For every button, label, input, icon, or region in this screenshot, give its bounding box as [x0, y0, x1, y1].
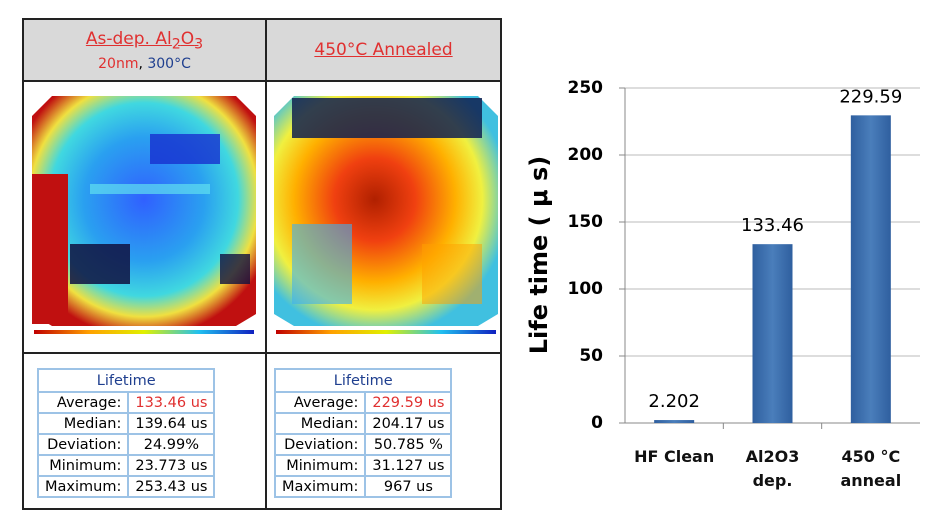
bar: [850, 115, 891, 424]
row-value: 204.17 us: [364, 412, 453, 435]
title-part: 2: [171, 36, 181, 53]
y-tick-label: 50: [579, 346, 603, 366]
row-label: Deviation:: [36, 433, 130, 456]
table-row: Deviation: 24.99%: [36, 433, 216, 456]
row-value: 50.785 %: [364, 433, 453, 456]
data-label: 2.202: [648, 391, 700, 412]
table-header-row: Lifetime: [273, 368, 453, 393]
row-value: 133.46 us: [127, 391, 216, 414]
title-part: 3: [194, 36, 204, 53]
table-row: Deviation: 50.785 %: [273, 433, 453, 456]
title-part: 450°C Annealed: [314, 40, 453, 60]
title-part: As-dep. Al: [85, 29, 172, 49]
column-header: As-dep. Al2O3 20nm, 300°C: [24, 20, 265, 82]
row-value: 139.64 us: [127, 412, 216, 435]
table-row: Median: 204.17 us: [273, 412, 453, 435]
data-label: 229.59: [839, 86, 902, 107]
x-tick-label: 450 °C anneal: [840, 447, 902, 490]
row-value: 24.99%: [127, 433, 216, 456]
table-row: Average: 133.46 us: [36, 391, 216, 414]
bar: [752, 244, 793, 423]
table-row: Median: 139.64 us: [36, 412, 216, 435]
chart: Life time ( μ s) 0 50 100 150 200 250 2.202 133…: [525, 78, 920, 433]
y-tick-label: 200: [568, 145, 604, 165]
row-value: 967 us: [364, 475, 453, 498]
table-row: Maximum: 967 us: [273, 475, 453, 498]
row-label: Average:: [273, 391, 367, 414]
y-tick-label: 150: [568, 212, 604, 232]
y-tick-label: 0: [591, 413, 603, 433]
y-tick-label: 100: [568, 279, 604, 299]
title-part: O: [180, 29, 195, 49]
x-tick-label: HF Clean: [634, 447, 715, 466]
table-row: Minimum: 31.127 us: [273, 454, 453, 477]
column-header: 450°C Annealed: [267, 20, 500, 82]
table-header-row: Lifetime: [36, 368, 216, 393]
table-row: Maximum: 253.43 us: [36, 475, 216, 498]
header-subtitle: 20nm, 300°C: [24, 56, 265, 72]
row-value: 253.43 us: [127, 475, 216, 498]
row-label: Maximum:: [273, 475, 367, 498]
subtitle-part: 20nm: [98, 56, 139, 73]
row-label: Maximum:: [36, 475, 130, 498]
x-tick-label: Al2O3 dep.: [745, 447, 800, 490]
divider: [24, 352, 500, 354]
row-label: Deviation:: [273, 433, 367, 456]
divider: [265, 20, 267, 508]
data-label: 133.46: [741, 215, 804, 236]
row-value: 23.773 us: [127, 454, 216, 477]
lifetime-map: [274, 96, 498, 334]
row-label: Median:: [273, 412, 367, 435]
lifetime-table: Lifetime Average: 229.59 us Median: 204.17 u…: [273, 368, 453, 498]
row-value: 31.127 us: [364, 454, 453, 477]
bar: [654, 420, 695, 423]
subtitle-part: 300°C: [147, 56, 191, 73]
lifetime-maps-panel: As-dep. Al2O3 20nm, 300°C 450°C Annealed…: [22, 18, 502, 510]
row-label: Average:: [36, 391, 130, 414]
table-header: Lifetime: [273, 368, 453, 393]
y-tick-label: 250: [568, 78, 604, 98]
header-title: As-dep. Al2O3: [24, 29, 265, 52]
y-axis-label: Life time ( μ s): [525, 156, 553, 355]
header-title: 450°C Annealed: [267, 40, 500, 60]
row-label: Minimum:: [273, 454, 367, 477]
row-value: 229.59 us: [364, 391, 453, 414]
table-row: Average: 229.59 us: [273, 391, 453, 414]
row-label: Minimum:: [36, 454, 130, 477]
row-label: Median:: [36, 412, 130, 435]
table-header: Lifetime: [36, 368, 216, 393]
table-row: Minimum: 23.773 us: [36, 454, 216, 477]
lifetime-map: [32, 96, 256, 334]
subtitle-part: ,: [138, 56, 148, 73]
lifetime-table: Lifetime Average: 133.46 us Median: 139.64 u…: [36, 368, 216, 498]
